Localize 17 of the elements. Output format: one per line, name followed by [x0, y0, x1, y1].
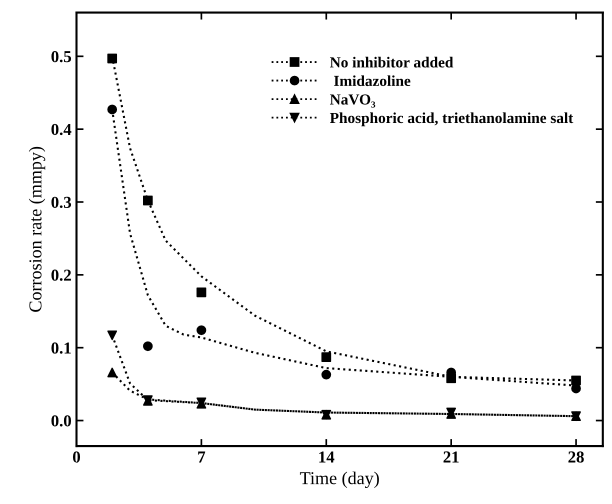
- y-axis-title: Corrosion rate (mmpy): [28, 146, 46, 312]
- x-tick-label: 21: [444, 451, 459, 462]
- x-axis-title: Time (day): [300, 472, 379, 488]
- y-tick-label: 0.1: [51, 342, 71, 354]
- y-tick-label: 0.5: [51, 51, 72, 62]
- x-tick-label: 14: [319, 451, 334, 462]
- y-tick-label: 0.2: [51, 270, 71, 281]
- legend-label: Phosphoric acid, triethanolamine salt: [330, 112, 574, 126]
- y-tick-label: 0.3: [51, 196, 72, 208]
- legend-label: No inhibitor added: [330, 56, 454, 68]
- x-tick-label: 28: [568, 451, 584, 463]
- y-tick-label: 0.4: [51, 124, 72, 136]
- legend-label: Imidazoline: [334, 75, 410, 86]
- y-tick-label: 0.0: [51, 415, 72, 427]
- x-tick-label: 0: [72, 451, 80, 463]
- legend-label: NaVO₃: [330, 94, 376, 108]
- x-tick-label: 7: [198, 452, 206, 462]
